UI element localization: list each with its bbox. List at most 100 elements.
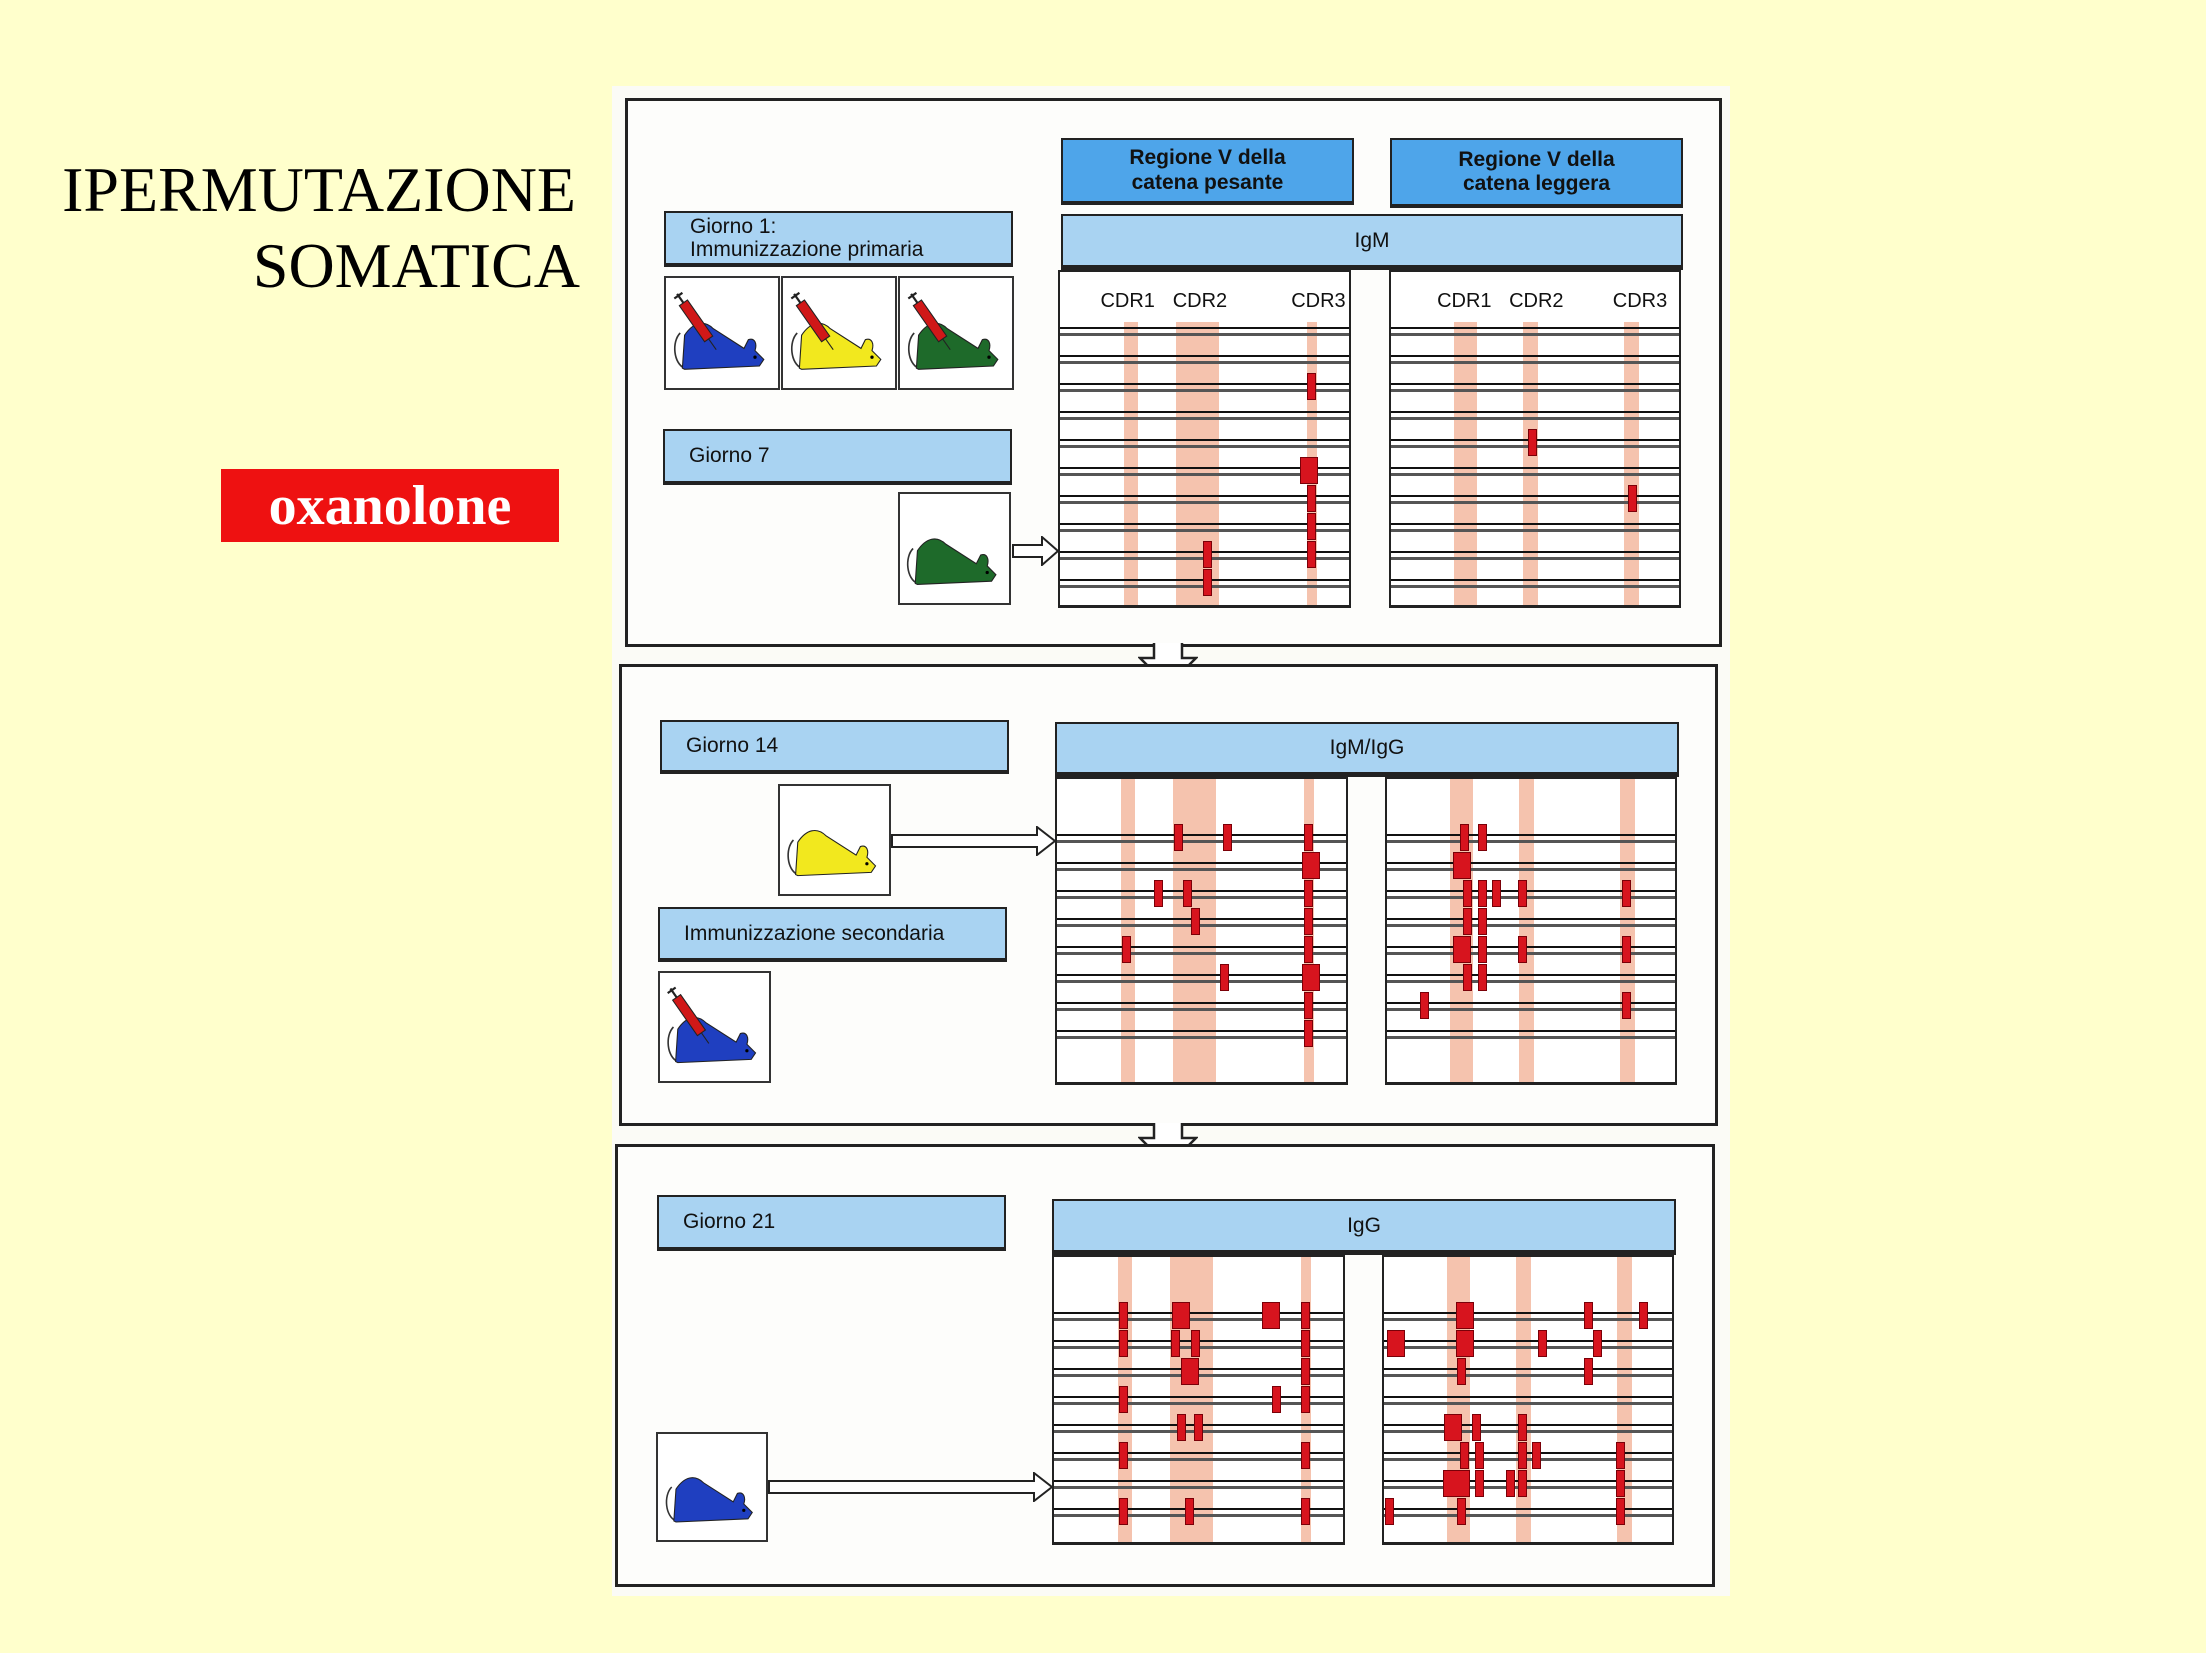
mutation-mark [1302, 964, 1321, 991]
mutation-mark [1303, 992, 1313, 1019]
sequence-row [1387, 946, 1675, 955]
cdr1-band [1123, 322, 1139, 605]
sequence-row [1387, 918, 1675, 927]
isotype-label: IgG [1347, 1213, 1381, 1237]
mutation-mark [1477, 964, 1487, 991]
sequence-row [1060, 523, 1349, 532]
heavy-chain-sequences-igm: CDR1 CDR2 CDR3 [1058, 270, 1351, 608]
sequence-row [1391, 579, 1679, 588]
sequence-row [1387, 834, 1675, 843]
sequence-row [1060, 411, 1349, 420]
mutation-mark [1306, 485, 1316, 512]
light-chain-sequences-igg [1382, 1255, 1674, 1545]
light-chain-header: Regione V della catena leggera [1390, 138, 1683, 208]
mutation-mark [1299, 457, 1318, 484]
mutation-mark [1455, 1330, 1474, 1357]
slide-title-line2: SOMATICA [252, 230, 580, 301]
sequence-row [1057, 890, 1346, 899]
heavy-chain-header: Regione V della catena pesante [1061, 138, 1354, 205]
label-giorno-1-line2: Immunizzazione primaria [690, 238, 924, 261]
mutation-mark [1173, 824, 1183, 851]
mutation-mark [1419, 992, 1429, 1019]
heavy-chain-header-text: Regione V della catena pesante [1129, 146, 1286, 194]
light-chain-header-text: Regione V della catena leggera [1458, 147, 1615, 195]
mutation-mark [1202, 569, 1212, 596]
sequence-row [1387, 862, 1675, 871]
cdr3-band [1624, 322, 1639, 605]
mutation-mark [1306, 541, 1316, 568]
arrow-right-icon [891, 826, 1057, 856]
mutation-mark [1202, 541, 1212, 568]
mutation-mark [1300, 1498, 1310, 1525]
mutation-mark [1621, 880, 1631, 907]
sequence-row [1054, 1396, 1343, 1405]
cdr1-band [1120, 779, 1136, 1082]
mutation-mark [1118, 1498, 1128, 1525]
sequence-row [1384, 1368, 1672, 1377]
sequence-row [1384, 1340, 1672, 1349]
mutation-mark [1460, 1442, 1470, 1469]
sequence-row [1384, 1312, 1672, 1321]
sequence-row [1384, 1424, 1672, 1433]
mutation-mark [1621, 992, 1631, 1019]
mutation-mark [1306, 513, 1316, 540]
mutation-mark [1261, 1302, 1280, 1329]
mutation-mark [1592, 1330, 1602, 1357]
mutation-mark [1153, 880, 1163, 907]
mutation-mark [1303, 1020, 1313, 1047]
mutation-mark [1477, 824, 1487, 851]
label-immunizzazione-secondaria-text: Immunizzazione secondaria [684, 921, 945, 945]
cdr2-label: CDR2 [1509, 290, 1564, 312]
mutation-mark [1628, 485, 1638, 512]
mutation-mark [1172, 1302, 1191, 1329]
green-mouse-icon [898, 492, 1011, 605]
label-giorno-1: Giorno 1: Immunizzazione primaria [664, 211, 1013, 267]
sequence-row [1054, 1452, 1343, 1461]
cdr2-label: CDR2 [1172, 290, 1228, 312]
cdr1-band [1454, 322, 1478, 605]
sequence-row [1391, 383, 1679, 392]
isotype-label: IgM [1354, 228, 1390, 252]
sequence-row [1391, 411, 1679, 420]
light-chain-sequences-igm: CDR1 CDR2 CDR3 [1389, 270, 1681, 608]
mutation-mark [1477, 880, 1487, 907]
mutation-mark [1385, 1498, 1395, 1525]
heavy-chain-sequences-igg [1052, 1255, 1345, 1545]
mutation-mark [1517, 936, 1527, 963]
mutation-mark [1194, 1414, 1203, 1441]
sequence-row [1057, 918, 1346, 927]
mutation-mark [1460, 824, 1470, 851]
sequence-row [1391, 523, 1679, 532]
cdr3-label: CDR3 [1291, 290, 1346, 312]
label-giorno-21: Giorno 21 [657, 1195, 1006, 1251]
slide-title-line1: IPERMUTAZIONE [62, 154, 576, 225]
mutation-mark [1303, 936, 1313, 963]
mutation-mark [1180, 1358, 1199, 1385]
mutation-mark [1300, 1330, 1310, 1357]
mutation-mark [1638, 1302, 1648, 1329]
isotype-bar-igm: IgM [1061, 214, 1683, 270]
mutation-mark [1471, 1414, 1481, 1441]
mutation-mark [1118, 1442, 1128, 1469]
mutation-mark [1506, 1470, 1516, 1497]
yellow-mouse-icon [778, 784, 891, 896]
heavy-chain-sequences-igm-igg [1055, 777, 1348, 1085]
mutation-mark [1463, 908, 1473, 935]
label-giorno-1-line1: Giorno 1: [690, 214, 777, 238]
cdr2-band [1175, 322, 1219, 605]
mutation-mark [1185, 1498, 1195, 1525]
sequence-row [1060, 355, 1349, 364]
sequence-row [1391, 355, 1679, 364]
oxanolone-tag: oxanolone [221, 469, 559, 542]
label-giorno-7: Giorno 7 [663, 429, 1012, 485]
mutation-mark [1621, 936, 1631, 963]
mutation-mark [1223, 824, 1232, 851]
isotype-bar-igm-igg: IgM/IgG [1055, 722, 1679, 777]
mutation-mark [1583, 1358, 1593, 1385]
mutation-mark [1474, 1470, 1484, 1497]
sequence-row [1387, 974, 1675, 983]
sequence-row [1060, 467, 1349, 476]
mutation-mark [1583, 1302, 1593, 1329]
sequence-row [1391, 495, 1679, 504]
blue-mouse-icon [656, 1432, 768, 1542]
